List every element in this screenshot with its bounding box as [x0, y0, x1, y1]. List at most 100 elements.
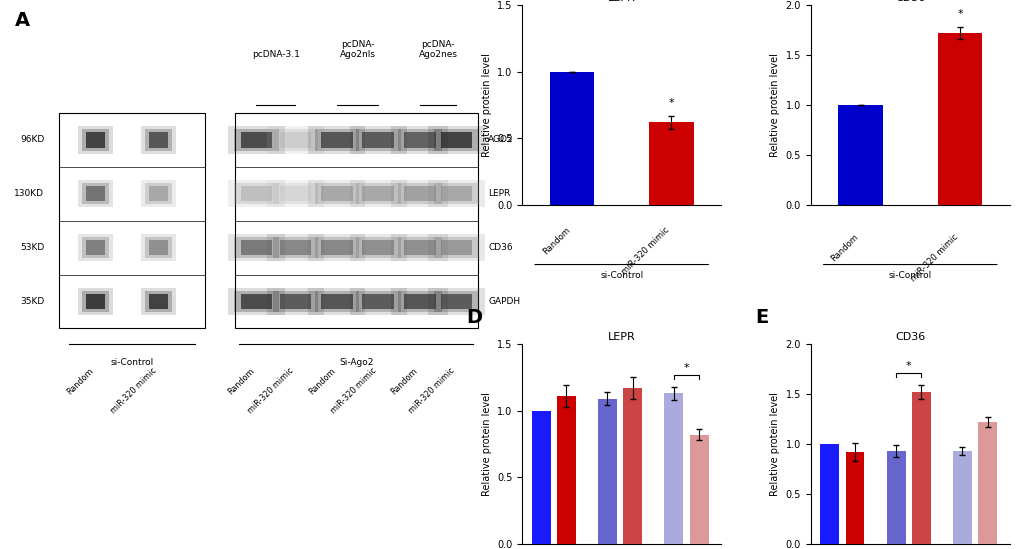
Text: E: E — [754, 309, 767, 327]
Bar — [440, 240, 472, 255]
Bar — [886, 451, 905, 544]
Bar — [356, 237, 400, 258]
Bar — [149, 294, 168, 309]
Bar — [308, 126, 365, 154]
Bar — [86, 294, 105, 309]
Text: 53KD: 53KD — [20, 243, 44, 252]
Text: *: * — [683, 363, 689, 373]
Text: GAPDH: GAPDH — [487, 297, 520, 306]
Bar — [83, 237, 109, 258]
Text: miR-320 mimic: miR-320 mimic — [407, 366, 455, 416]
Text: miR-320 mimic: miR-320 mimic — [620, 226, 671, 277]
Bar — [78, 234, 112, 261]
Text: Si-Ago2: Si-Ago2 — [339, 358, 373, 367]
Bar — [240, 186, 272, 201]
Text: *: * — [668, 98, 674, 108]
Bar — [267, 180, 324, 208]
Bar — [977, 422, 997, 544]
Bar — [952, 451, 971, 544]
Bar — [279, 132, 311, 148]
Bar — [845, 452, 864, 544]
Bar — [273, 183, 317, 204]
Bar — [321, 132, 353, 148]
Bar — [149, 186, 168, 201]
Bar — [936, 33, 981, 205]
Bar — [240, 294, 272, 309]
Text: si-Control: si-Control — [599, 271, 643, 279]
Bar — [142, 180, 175, 208]
Text: A: A — [15, 11, 31, 30]
Bar — [391, 234, 448, 261]
Title: CD36: CD36 — [895, 332, 924, 342]
Bar — [234, 113, 478, 328]
Bar — [362, 132, 393, 148]
Bar — [78, 180, 112, 208]
Bar — [145, 237, 171, 258]
Title: LEPR: LEPR — [607, 332, 635, 342]
Bar — [321, 186, 353, 201]
Bar — [350, 234, 407, 261]
Text: *: * — [956, 9, 962, 19]
Bar — [531, 411, 550, 544]
Bar — [362, 186, 393, 201]
Text: D: D — [466, 309, 482, 327]
Bar — [145, 130, 171, 150]
Text: 130KD: 130KD — [14, 189, 44, 198]
Bar — [434, 291, 478, 312]
Text: LEPR: LEPR — [487, 189, 510, 198]
Text: AGO2: AGO2 — [487, 136, 514, 144]
Bar — [648, 122, 693, 205]
Bar — [267, 126, 324, 154]
Bar — [308, 288, 365, 315]
Bar — [397, 183, 441, 204]
Bar — [549, 72, 594, 205]
Y-axis label: Relative protein level: Relative protein level — [769, 392, 780, 496]
Text: pcDNA-
Ago2nls: pcDNA- Ago2nls — [339, 40, 375, 59]
Bar — [397, 237, 441, 258]
Bar — [838, 105, 882, 205]
Bar — [234, 237, 278, 258]
Bar — [440, 186, 472, 201]
Title: LEPR: LEPR — [607, 0, 635, 3]
Bar — [819, 444, 839, 544]
Bar — [391, 180, 448, 208]
Bar — [234, 291, 278, 312]
Bar — [308, 234, 365, 261]
Bar — [427, 234, 484, 261]
Bar — [59, 113, 205, 328]
Bar — [227, 234, 284, 261]
Text: si-Control: si-Control — [888, 271, 931, 279]
Bar — [145, 183, 171, 204]
Bar — [279, 240, 311, 255]
Bar — [279, 294, 311, 309]
Text: *: * — [905, 361, 911, 371]
Title: CD36: CD36 — [895, 0, 924, 3]
Bar — [434, 130, 478, 150]
Bar — [273, 130, 317, 150]
Bar — [350, 180, 407, 208]
Bar — [356, 130, 400, 150]
Text: miR-320 mimic: miR-320 mimic — [109, 366, 158, 416]
Bar — [597, 399, 616, 544]
Bar — [267, 288, 324, 315]
Bar — [440, 294, 472, 309]
Text: Random: Random — [65, 366, 96, 396]
Bar — [315, 183, 359, 204]
Bar — [308, 180, 365, 208]
Text: 35KD: 35KD — [20, 297, 44, 306]
Text: 96KD: 96KD — [20, 136, 44, 144]
Y-axis label: Relative protein level: Relative protein level — [481, 53, 491, 157]
Bar — [397, 291, 441, 312]
Bar — [83, 183, 109, 204]
Bar — [427, 288, 484, 315]
Bar — [404, 240, 435, 255]
Text: si-Control: si-Control — [110, 358, 154, 367]
Bar — [227, 288, 284, 315]
Bar — [279, 186, 311, 201]
Bar — [321, 240, 353, 255]
Bar — [362, 294, 393, 309]
Bar — [689, 435, 708, 544]
Bar — [391, 126, 448, 154]
Text: pcDNA-
Ago2nes: pcDNA- Ago2nes — [418, 40, 458, 59]
Bar — [556, 396, 576, 544]
